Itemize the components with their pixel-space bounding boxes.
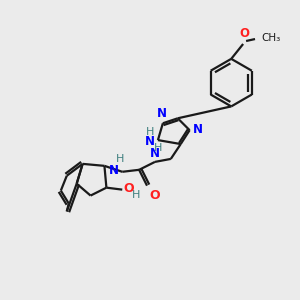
Text: N: N (109, 164, 119, 177)
Text: N: N (157, 107, 167, 120)
Text: H: H (116, 154, 124, 164)
Text: O: O (123, 182, 134, 195)
Text: O: O (149, 189, 160, 202)
Text: N: N (193, 123, 202, 136)
Text: N: N (145, 135, 155, 148)
Text: N: N (150, 147, 160, 160)
Text: O: O (239, 27, 249, 40)
Text: CH₃: CH₃ (261, 33, 280, 43)
Text: H: H (132, 190, 140, 200)
Text: H: H (146, 127, 154, 137)
Text: H: H (154, 143, 162, 153)
